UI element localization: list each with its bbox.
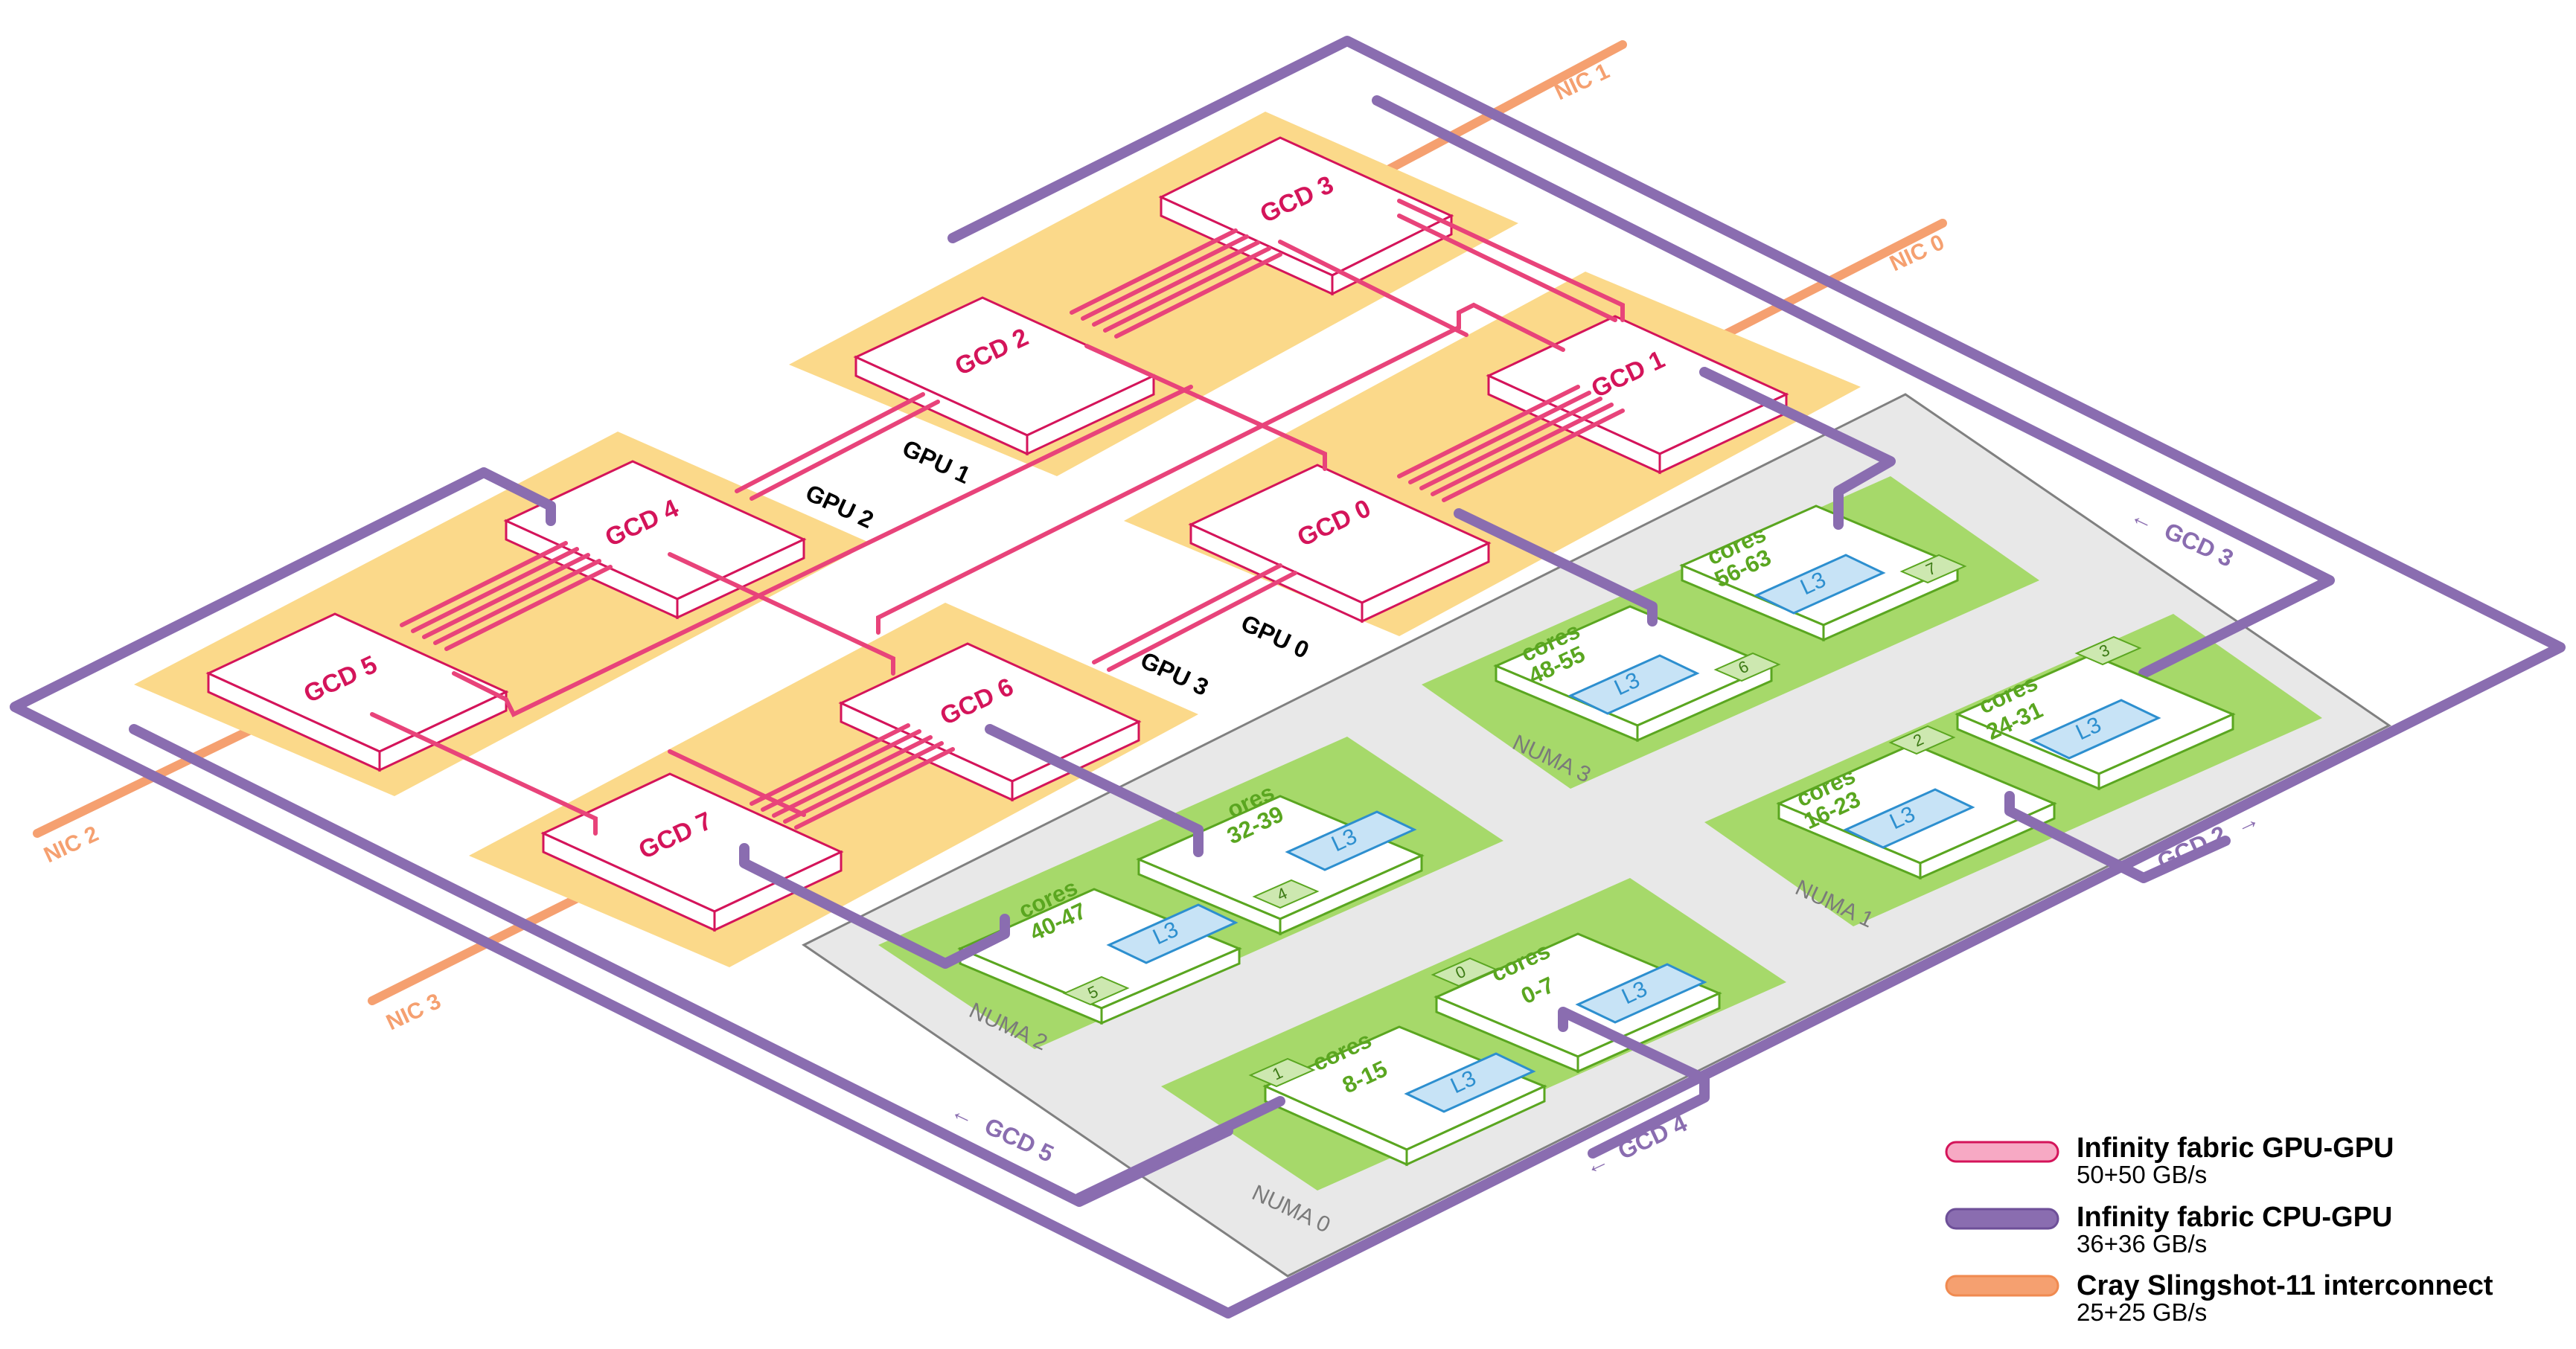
gpu-0-label: GPU 0 [1237, 609, 1313, 664]
legend-sub-slingshot: 25+25 GB/s [2077, 1298, 2207, 1326]
link-gcd0-gcd6 [1092, 563, 1282, 664]
link-gcd4-gcd6 [668, 552, 895, 676]
ccd-5 [957, 888, 1242, 1025]
intra-gpu0-bundle [1397, 385, 1625, 502]
gcd-4-chip [503, 460, 807, 620]
legend-title-cpu-gpu: Infinity fabric CPU-GPU [2077, 1202, 2392, 1233]
link-gcd1-ccd7 [1699, 367, 1896, 530]
cpu-gpu-links [479, 367, 2231, 1203]
legend-title-gpu-gpu: Infinity fabric GPU-GPU [2077, 1132, 2394, 1164]
link-gcd3-gcd1 [1397, 199, 1625, 322]
link-gcd2-gcd4 [735, 392, 925, 493]
ccd-0 [1431, 932, 1722, 1074]
link-gcd4-gcd5-left [479, 467, 556, 526]
gcd-5-chip [205, 612, 509, 772]
legend: Infinity fabric GPU-GPU 50+50 GB/s Infin… [1945, 1132, 2493, 1326]
legend-sub-gpu-gpu: 50+50 GB/s [2077, 1161, 2207, 1188]
offpage-gcd3-arrow: ← [2126, 502, 2159, 536]
link-gcd1-gcd3-cross [876, 302, 1565, 635]
gcd-3-chip [1158, 136, 1454, 296]
legend-item-cpu-gpu: Infinity fabric CPU-GPU 36+36 GB/s [1945, 1202, 2392, 1257]
legend-swatch-cpu-gpu [1945, 1208, 2059, 1230]
gcd-6-chip [838, 642, 1142, 802]
ccd-4 [1136, 795, 1425, 936]
cpu-die [802, 393, 2391, 1278]
offpage-gcd5-arrow: ← [947, 1097, 979, 1131]
gcd-0-chip [1188, 464, 1492, 624]
link-gcd2-gcd0 [1084, 344, 1327, 471]
ccd-6 [1493, 605, 1781, 743]
gpu-1-label: GPU 1 [898, 435, 974, 489]
link-ccd0-gcd4-off [1558, 1007, 1710, 1159]
link-gcd5-gcd0-long [452, 385, 1193, 717]
loop-outer-b [1372, 95, 2335, 679]
ccd-1 [1248, 1025, 1547, 1167]
legend-item-gpu-gpu: Infinity fabric GPU-GPU 50+50 GB/s [1945, 1132, 2394, 1188]
legend-sub-cpu-gpu: 36+36 GB/s [2077, 1230, 2207, 1257]
link-gcd3-gcd1-long [1278, 240, 1468, 337]
ccd-blocks [957, 504, 2236, 1167]
link-ccd1-gcd5-off [1074, 1096, 1285, 1203]
gpu-gpu-links [370, 199, 1625, 836]
loop-outer-a [10, 36, 2566, 1318]
intra-gpu1-bundle [1070, 228, 1282, 339]
link-gcd5-gcd7 [370, 712, 598, 836]
link-gcd6-gcd7 [668, 749, 806, 817]
link-gcd3-gcd1-b [1397, 214, 1617, 322]
legend-title-slingshot: Cray Slingshot-11 interconnect [2077, 1270, 2493, 1301]
link-gcd0-gcd6-b [1107, 571, 1297, 672]
ccd-5-text: cores 40-47 L3 5 [1014, 874, 1182, 1003]
ccd-3 [1955, 635, 2236, 791]
link-gcd6-ccd4 [985, 724, 1204, 857]
link-gcd2-gcd4-b [750, 400, 940, 501]
intra-gpu2-bundle [400, 541, 613, 651]
legend-swatch-gpu-gpu [1945, 1141, 2059, 1163]
intra-gpu3-bundle [750, 723, 955, 830]
link-gcd7-ccd5 [739, 843, 1010, 969]
legend-item-slingshot: Cray Slingshot-11 interconnect 25+25 GB/… [1945, 1270, 2493, 1326]
link-gcd0-ccd6 [1454, 508, 1658, 627]
ccd-7 [1679, 504, 1967, 642]
legend-swatch-slingshot [1945, 1275, 2059, 1297]
ccd-2 [1776, 725, 2057, 880]
link-ccd2-gcd2-off [2004, 791, 2231, 883]
